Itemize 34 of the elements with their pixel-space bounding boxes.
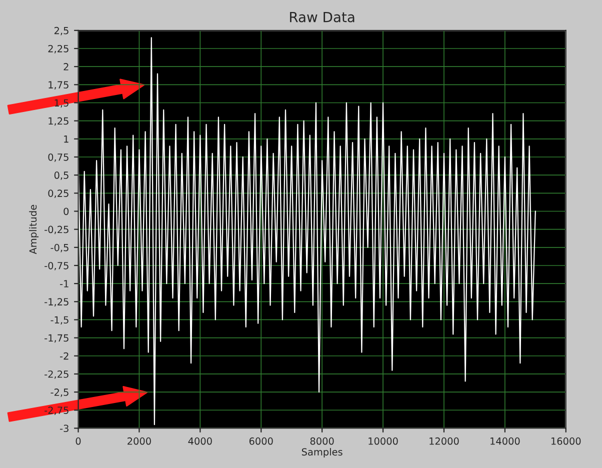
- y-tick-label: 0,5: [54, 172, 68, 180]
- y-tick-label: 2,25: [48, 44, 68, 54]
- y-tick-label: 1,75: [48, 81, 68, 90]
- y-tick-label: -1,75: [44, 334, 68, 343]
- x-tick-label: 12000: [430, 437, 459, 445]
- y-tick-label: -2,5: [50, 388, 68, 397]
- x-tick-label: 14000: [490, 437, 520, 445]
- y-tick-label: -3: [60, 424, 68, 432]
- chart-title: Raw Data: [290, 12, 354, 22]
- x-tick-label: 10000: [368, 437, 398, 445]
- y-tick-label: 1: [64, 136, 68, 143]
- y-axis-title: Amplitude: [29, 204, 39, 254]
- y-tick-label: -2,75: [44, 406, 68, 415]
- y-tick-label: -0,5: [50, 244, 68, 252]
- y-tick-label: 1,25: [48, 117, 68, 126]
- x-tick-label: 2000: [128, 437, 151, 445]
- y-tick-label: -1,5: [50, 316, 68, 325]
- x-tick-label: 4000: [188, 437, 212, 445]
- y-tick-label: 0: [64, 208, 69, 216]
- y-tick-label: -0,25: [44, 226, 68, 234]
- x-tick-label: 8000: [310, 437, 334, 445]
- y-tick-label: -2,25: [44, 370, 68, 379]
- x-tick-label: 0: [76, 437, 81, 445]
- y-tick-label: -2: [60, 352, 68, 360]
- y-tick-label: 0,25: [48, 190, 68, 198]
- y-tick-label: 0,75: [48, 153, 68, 162]
- y-tick-label: 2: [64, 63, 68, 70]
- y-tick-label: 2,5: [54, 26, 68, 36]
- x-tick-label: 16000: [551, 437, 581, 445]
- x-axis-title: Samples: [302, 448, 342, 458]
- y-tick-label: -0,75: [44, 262, 68, 270]
- x-tick-label: 6000: [249, 437, 273, 445]
- y-tick-label: -1,25: [44, 298, 68, 306]
- y-tick-label: -1: [60, 280, 68, 288]
